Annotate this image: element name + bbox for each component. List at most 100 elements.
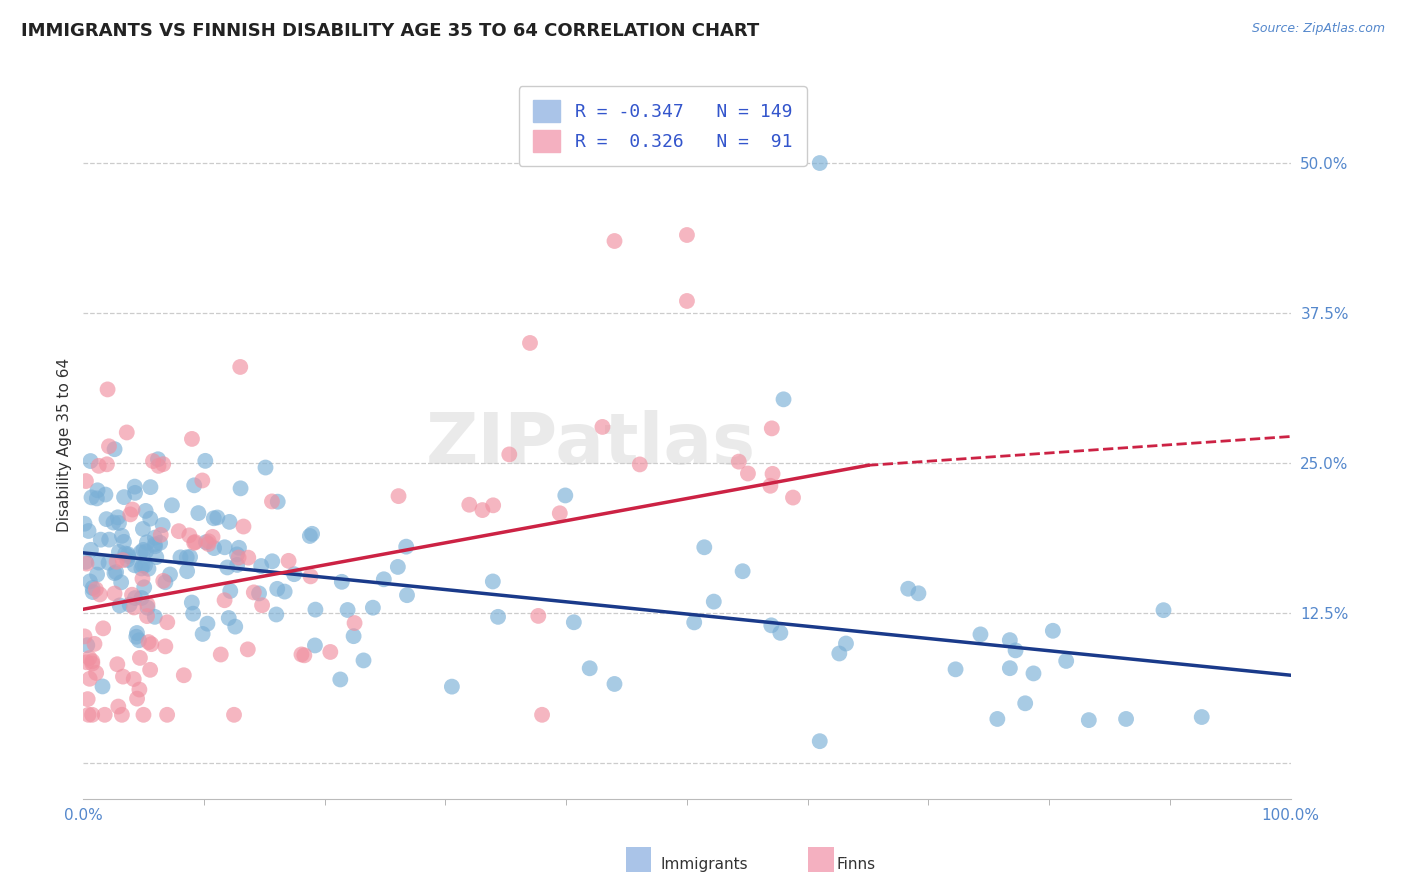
- Point: [998, 661, 1021, 675]
- Point: [336, 603, 359, 617]
- Point: [103, 566, 125, 581]
- Point: [108, 599, 131, 613]
- Point: [194, 454, 217, 468]
- Point: [482, 574, 505, 589]
- Point: [124, 486, 146, 500]
- Point: [98, 533, 121, 547]
- Point: [117, 549, 139, 563]
- Point: [173, 668, 195, 682]
- Point: [87, 556, 110, 570]
- Point: [201, 530, 224, 544]
- Point: [155, 640, 177, 654]
- Point: [1004, 643, 1026, 657]
- Point: [79, 574, 101, 589]
- Point: [77, 707, 100, 722]
- Point: [304, 602, 326, 616]
- Point: [86, 491, 108, 506]
- Point: [759, 479, 782, 493]
- Point: [232, 519, 254, 533]
- Point: [277, 554, 299, 568]
- Point: [299, 569, 322, 583]
- Point: [96, 458, 118, 472]
- Point: [761, 421, 783, 435]
- Point: [183, 478, 205, 492]
- Point: [152, 518, 174, 533]
- Point: [214, 593, 236, 607]
- Point: [97, 383, 120, 397]
- Point: [111, 529, 134, 543]
- Point: [228, 550, 250, 565]
- Point: [136, 535, 159, 549]
- Point: [98, 439, 121, 453]
- Point: [181, 432, 204, 446]
- Point: [131, 561, 153, 575]
- Point: [122, 672, 145, 686]
- Point: [482, 499, 505, 513]
- Point: [304, 639, 326, 653]
- Point: [117, 553, 139, 567]
- Point: [107, 510, 129, 524]
- Point: [458, 498, 481, 512]
- Text: Immigrants: Immigrants: [661, 857, 748, 872]
- Point: [128, 682, 150, 697]
- Point: [218, 515, 240, 529]
- Point: [82, 657, 104, 671]
- Point: [108, 516, 131, 530]
- Point: [84, 665, 107, 680]
- Point: [91, 680, 114, 694]
- Point: [132, 522, 155, 536]
- Point: [342, 629, 364, 643]
- Point: [121, 588, 143, 602]
- Point: [139, 511, 162, 525]
- Point: [1014, 696, 1036, 710]
- Point: [343, 615, 366, 630]
- Point: [149, 528, 172, 542]
- Point: [125, 691, 148, 706]
- Point: [143, 531, 166, 545]
- Point: [998, 633, 1021, 648]
- Point: [1153, 603, 1175, 617]
- Point: [132, 707, 155, 722]
- Point: [395, 588, 418, 602]
- Point: [298, 529, 321, 543]
- Point: [531, 707, 554, 722]
- Point: [124, 480, 146, 494]
- Point: [124, 558, 146, 573]
- Point: [229, 481, 252, 495]
- Y-axis label: Disability Age 35 to 64: Disability Age 35 to 64: [58, 358, 72, 532]
- Point: [79, 651, 101, 665]
- Point: [218, 611, 240, 625]
- Point: [247, 586, 270, 600]
- Point: [75, 474, 97, 488]
- Point: [152, 457, 174, 471]
- Point: [115, 425, 138, 440]
- Point: [181, 607, 204, 621]
- Point: [1054, 654, 1077, 668]
- Point: [214, 541, 236, 555]
- Text: ZIPatlas: ZIPatlas: [425, 410, 755, 479]
- Point: [76, 692, 98, 706]
- Point: [254, 460, 277, 475]
- Point: [105, 565, 128, 579]
- Point: [731, 564, 754, 578]
- Point: [112, 534, 135, 549]
- Point: [498, 447, 520, 461]
- Point: [727, 455, 749, 469]
- Point: [80, 491, 103, 505]
- Point: [131, 572, 153, 586]
- Point: [769, 625, 792, 640]
- Point: [135, 504, 157, 518]
- Point: [142, 454, 165, 468]
- Point: [250, 559, 273, 574]
- Point: [197, 537, 219, 551]
- Point: [808, 156, 831, 170]
- Point: [148, 458, 170, 473]
- Point: [782, 491, 804, 505]
- Text: IMMIGRANTS VS FINNISH DISABILITY AGE 35 TO 64 CORRELATION CHART: IMMIGRANTS VS FINNISH DISABILITY AGE 35 …: [21, 22, 759, 40]
- Point: [353, 653, 375, 667]
- Point: [179, 549, 201, 564]
- Point: [578, 661, 600, 675]
- Point: [80, 542, 103, 557]
- Point: [897, 582, 920, 596]
- Point: [79, 454, 101, 468]
